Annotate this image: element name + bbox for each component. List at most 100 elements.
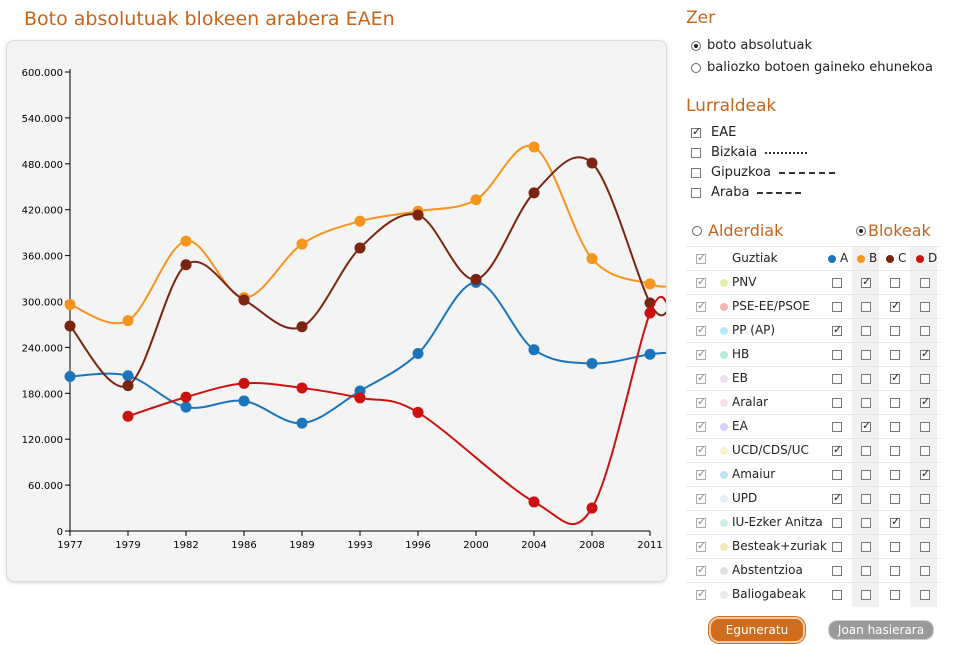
block-a-checkbox[interactable] xyxy=(832,278,842,288)
y-tick-label: 300.000 xyxy=(22,298,63,309)
block-a-checkbox[interactable] xyxy=(832,518,842,528)
block-d-checkbox[interactable] xyxy=(920,422,930,432)
row-visible-checkbox[interactable] xyxy=(696,467,706,480)
y-tick-label: 240.000 xyxy=(22,343,63,354)
territory-gipuzkoa[interactable]: Gipuzkoa xyxy=(691,165,835,180)
block-c-checkbox[interactable] xyxy=(890,590,900,600)
checkbox-gipuzkoa[interactable] xyxy=(691,167,701,178)
radio-alderdiak[interactable] xyxy=(692,225,702,236)
block-a-checkbox[interactable] xyxy=(832,491,842,504)
update-button[interactable]: Eguneratu xyxy=(709,617,805,643)
block-d-dot xyxy=(916,255,924,263)
block-d-checkbox[interactable] xyxy=(920,566,930,576)
checkbox-araba[interactable] xyxy=(691,187,701,198)
block-c-checkbox[interactable] xyxy=(890,299,900,312)
row-visible-checkbox[interactable] xyxy=(696,275,706,288)
block-a-checkbox[interactable] xyxy=(832,566,842,576)
block-c-checkbox[interactable] xyxy=(890,566,900,576)
block-b-checkbox[interactable] xyxy=(861,590,871,600)
block-b-checkbox[interactable] xyxy=(861,446,871,456)
block-a-checkbox[interactable] xyxy=(832,422,842,432)
block-c-checkbox[interactable] xyxy=(890,278,900,288)
block-d-checkbox[interactable] xyxy=(920,446,930,456)
block-b-dot xyxy=(857,255,865,263)
row-visible-checkbox[interactable] xyxy=(696,299,706,312)
block-a-checkbox[interactable] xyxy=(832,323,842,336)
block-c-checkbox[interactable] xyxy=(890,371,900,384)
block-d-checkbox[interactable] xyxy=(920,395,930,408)
series-line-b xyxy=(69,144,666,325)
block-b-checkbox[interactable] xyxy=(861,494,871,504)
block-b-checkbox[interactable] xyxy=(861,542,871,552)
block-a-checkbox[interactable] xyxy=(832,542,842,552)
row-visible-checkbox[interactable] xyxy=(696,539,706,552)
checkbox-eae[interactable] xyxy=(691,125,701,138)
block-b-checkbox[interactable] xyxy=(861,275,871,288)
row-visible-checkbox[interactable] xyxy=(696,443,706,456)
header-block-a: A xyxy=(840,251,849,265)
radio-boto-absolutuak[interactable] xyxy=(691,40,701,51)
party-name: Amaiur xyxy=(732,467,776,481)
block-b-checkbox[interactable] xyxy=(861,350,871,360)
block-d-checkbox[interactable] xyxy=(920,467,930,480)
block-d-checkbox[interactable] xyxy=(920,494,930,504)
block-c-checkbox[interactable] xyxy=(890,422,900,432)
block-b-checkbox[interactable] xyxy=(861,374,871,384)
block-c-checkbox[interactable] xyxy=(890,542,900,552)
block-c-checkbox[interactable] xyxy=(890,494,900,504)
block-d-checkbox[interactable] xyxy=(920,278,930,288)
block-a-checkbox[interactable] xyxy=(832,443,842,456)
block-a-checkbox[interactable] xyxy=(832,590,842,600)
radio-blokeak[interactable] xyxy=(856,225,866,236)
row-visible-checkbox[interactable] xyxy=(696,563,706,576)
block-b-checkbox[interactable] xyxy=(861,398,871,408)
block-b-checkbox[interactable] xyxy=(861,470,871,480)
block-a-checkbox[interactable] xyxy=(832,350,842,360)
row-visible-checkbox[interactable] xyxy=(696,395,706,408)
row-visible-checkbox[interactable] xyxy=(696,515,706,528)
block-d-checkbox[interactable] xyxy=(920,374,930,384)
block-d-checkbox[interactable] xyxy=(920,542,930,552)
block-a-checkbox[interactable] xyxy=(832,398,842,408)
block-c-checkbox[interactable] xyxy=(890,470,900,480)
block-c-checkbox[interactable] xyxy=(890,398,900,408)
block-a-checkbox[interactable] xyxy=(832,374,842,384)
block-d-checkbox[interactable] xyxy=(920,590,930,600)
checkbox-guztiak[interactable] xyxy=(696,251,706,264)
home-button[interactable]: Joan hasierara xyxy=(828,620,934,640)
block-b-checkbox[interactable] xyxy=(861,326,871,336)
block-b-checkbox[interactable] xyxy=(861,518,871,528)
block-d-checkbox[interactable] xyxy=(920,302,930,312)
territory-araba[interactable]: Araba xyxy=(691,185,802,200)
option-ehunekoa[interactable]: baliozko botoen gaineko ehunekoa xyxy=(691,60,933,75)
option-boto-absolutuak[interactable]: boto absolutuak xyxy=(691,38,812,53)
mode-blokeak[interactable]: Blokeak xyxy=(856,221,931,240)
row-visible-checkbox[interactable] xyxy=(696,323,706,336)
block-d-checkbox[interactable] xyxy=(920,347,930,360)
row-visible-checkbox[interactable] xyxy=(696,587,706,600)
block-c-checkbox[interactable] xyxy=(890,446,900,456)
block-d-checkbox[interactable] xyxy=(920,518,930,528)
row-visible-checkbox[interactable] xyxy=(696,371,706,384)
radio-ehunekoa[interactable] xyxy=(691,62,701,73)
block-b-checkbox[interactable] xyxy=(861,419,871,432)
territory-bizkaia[interactable]: Bizkaia xyxy=(691,145,808,160)
row-visible-checkbox[interactable] xyxy=(696,419,706,432)
mode-alderdiak[interactable]: Alderdiak xyxy=(692,221,783,240)
data-point-b xyxy=(296,238,308,250)
block-c-checkbox[interactable] xyxy=(890,350,900,360)
block-b-checkbox[interactable] xyxy=(861,566,871,576)
row-visible-checkbox[interactable] xyxy=(696,491,706,504)
block-d-checkbox[interactable] xyxy=(920,326,930,336)
block-b-checkbox[interactable] xyxy=(861,302,871,312)
party-color-dot xyxy=(720,399,728,407)
territory-eae[interactable]: EAE xyxy=(691,125,736,140)
block-a-checkbox[interactable] xyxy=(832,470,842,480)
block-c-checkbox[interactable] xyxy=(890,326,900,336)
row-visible-checkbox[interactable] xyxy=(696,347,706,360)
line-chart: 0 60.000 120.000 180.000 240.000 300.000 360.0… xyxy=(22,68,666,551)
block-c-checkbox[interactable] xyxy=(890,515,900,528)
block-a-checkbox[interactable] xyxy=(832,302,842,312)
checkbox-bizkaia[interactable] xyxy=(691,147,701,158)
data-point-b xyxy=(586,253,598,265)
